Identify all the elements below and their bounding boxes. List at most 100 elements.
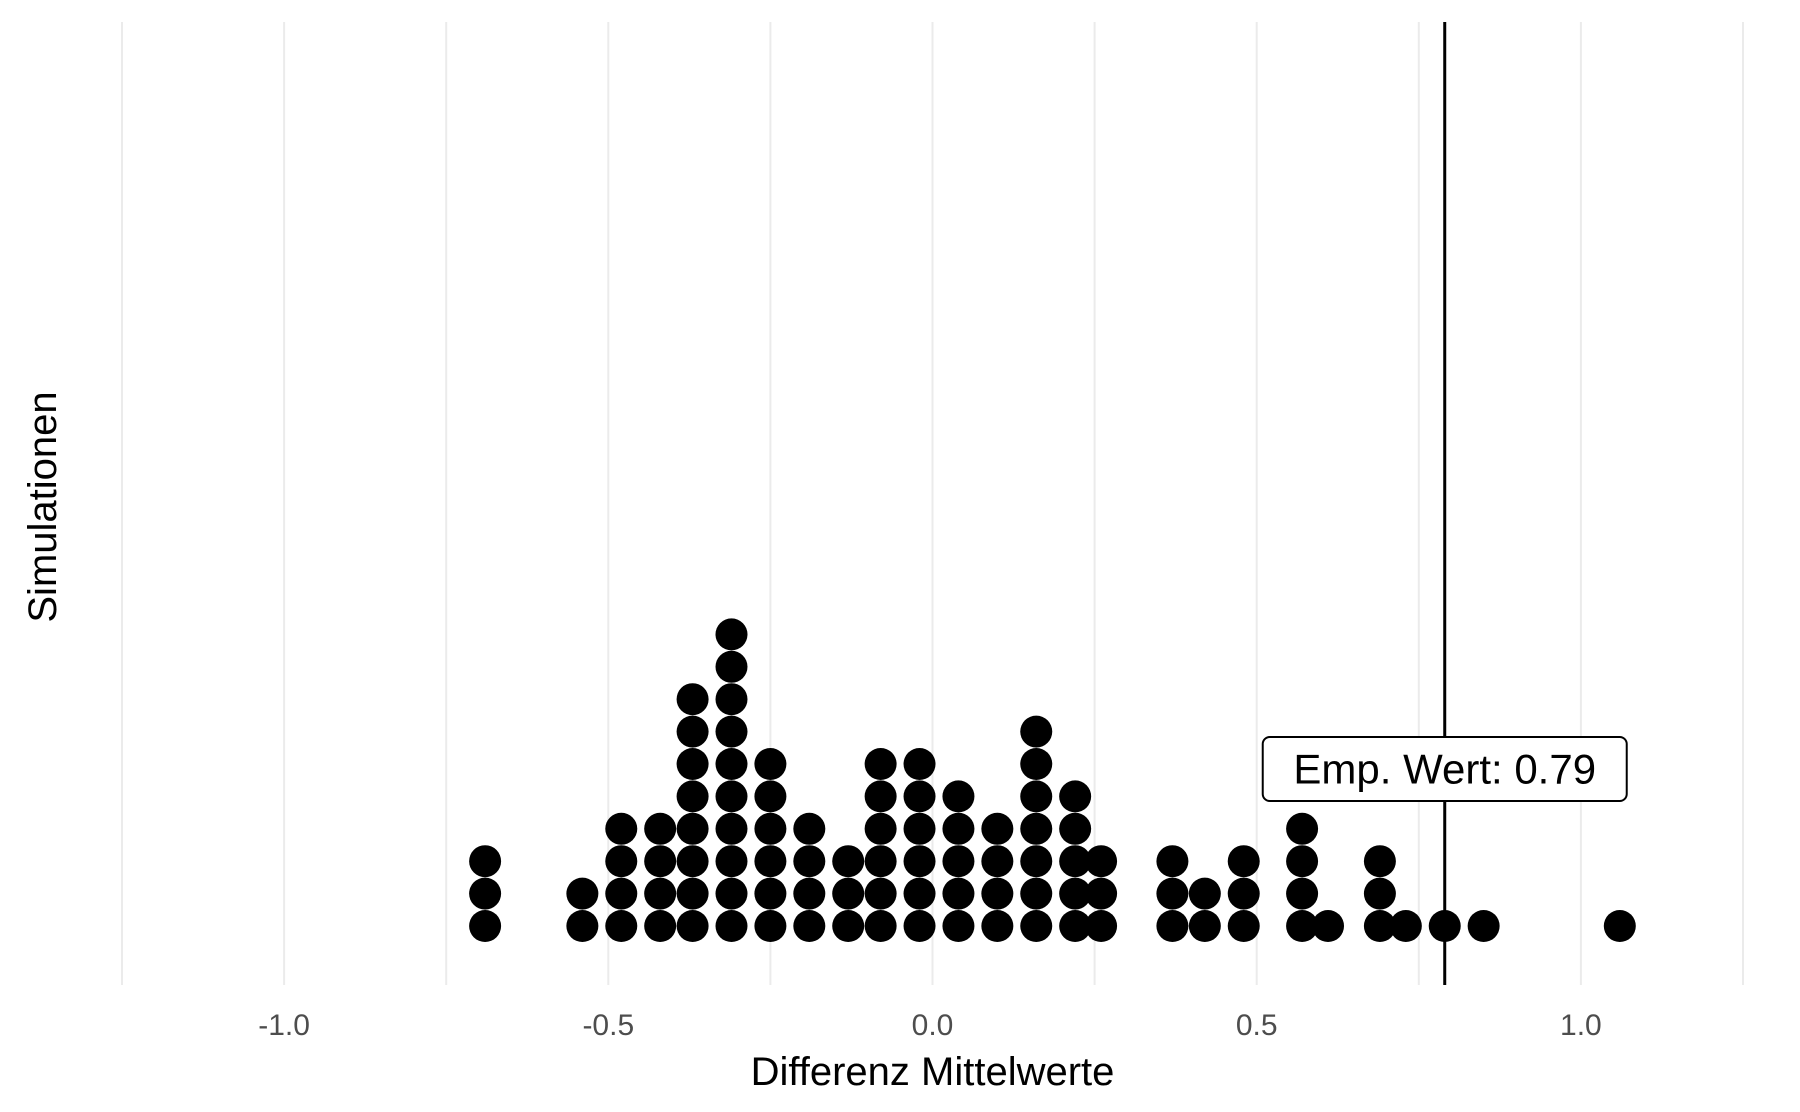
dot-point (864, 910, 897, 942)
dot-point (715, 715, 748, 748)
dot-point (1603, 910, 1636, 942)
dot-point (864, 780, 897, 813)
dot-point (605, 877, 638, 910)
dot-point (1389, 910, 1422, 942)
dot-point (754, 845, 787, 878)
x-tick-label: 1.0 (1560, 1009, 1602, 1042)
dot-point (903, 780, 936, 813)
dot-point (1188, 877, 1221, 910)
dot-point (864, 748, 897, 780)
dot-point (676, 715, 709, 748)
dot-point (942, 845, 975, 878)
dot-point (1059, 780, 1092, 813)
dot-point (832, 845, 865, 878)
dot-point (1085, 877, 1118, 910)
dot-point (715, 812, 748, 845)
dot-point (715, 845, 748, 878)
dot-point (1227, 845, 1260, 878)
dot-point (676, 748, 709, 780)
dot-point (903, 877, 936, 910)
dot-point (1020, 812, 1053, 845)
dot-point (1085, 910, 1118, 942)
dot-point (981, 877, 1014, 910)
dot-stacks (469, 618, 1636, 942)
dot-point (644, 812, 677, 845)
x-tick-label: 0.5 (1236, 1009, 1278, 1042)
dot-point (469, 910, 502, 942)
dot-point (676, 910, 709, 942)
dot-point (903, 910, 936, 942)
dot-point (1085, 845, 1118, 878)
dot-point (942, 780, 975, 813)
dot-point (864, 812, 897, 845)
dot-point (644, 877, 677, 910)
dot-point (942, 877, 975, 910)
dot-point (1363, 845, 1396, 878)
dot-point (1227, 877, 1260, 910)
dot-point (1286, 877, 1319, 910)
annotation-label: Emp. Wert: 0.79 (1293, 746, 1596, 793)
x-tick-label: -1.0 (258, 1009, 310, 1042)
dot-point (942, 812, 975, 845)
dot-point (1059, 910, 1092, 942)
x-tick-labels: -1.0 -0.5 0.0 0.5 1.0 (258, 1009, 1602, 1042)
dot-point (793, 845, 826, 878)
x-axis-title: Differenz Mittelwerte (751, 1050, 1115, 1094)
dot-point (715, 780, 748, 813)
dot-point (793, 812, 826, 845)
y-axis-title: Simulationen (21, 391, 65, 622)
dot-point (715, 650, 748, 683)
dot-point (605, 812, 638, 845)
dot-point (832, 910, 865, 942)
dot-point (1059, 877, 1092, 910)
dot-point (676, 780, 709, 813)
dot-point (864, 845, 897, 878)
dot-point (566, 877, 599, 910)
dot-point (676, 812, 709, 845)
dot-point (676, 845, 709, 878)
dot-point (1188, 910, 1221, 942)
dot-point (1286, 910, 1319, 942)
dot-point (981, 845, 1014, 878)
dot-point (754, 780, 787, 813)
dot-point (1363, 910, 1396, 942)
dot-point (793, 877, 826, 910)
dot-point (942, 910, 975, 942)
dot-point (605, 910, 638, 942)
dot-point (864, 877, 897, 910)
dot-point (1286, 812, 1319, 845)
dot-point (754, 877, 787, 910)
dot-point (1059, 812, 1092, 845)
dot-point (644, 910, 677, 942)
x-tick-label: -0.5 (582, 1009, 634, 1042)
dot-point (1020, 780, 1053, 813)
dot-point (1059, 845, 1092, 878)
dot-point (1467, 910, 1500, 942)
dot-point (566, 910, 599, 942)
dot-point (715, 877, 748, 910)
annotation-box (1261, 736, 1628, 802)
dot-point (1156, 910, 1189, 942)
dot-point (754, 910, 787, 942)
dot-point (754, 812, 787, 845)
dot-point (1020, 877, 1053, 910)
dot-point (1227, 910, 1260, 942)
dot-point (605, 845, 638, 878)
dot-point (981, 812, 1014, 845)
dot-point (715, 748, 748, 780)
dot-point (1312, 910, 1345, 942)
dot-point (715, 618, 748, 651)
dot-point (1020, 910, 1053, 942)
empirical-value-annotation: Emp. Wert: 0.79 (1261, 736, 1628, 802)
dot-point (676, 877, 709, 910)
dot-point (832, 877, 865, 910)
dot-point (1156, 877, 1189, 910)
dot-point (469, 845, 502, 878)
dot-point (715, 910, 748, 942)
dot-point (1156, 845, 1189, 878)
x-tick-label: 0.0 (912, 1009, 954, 1042)
dot-point (1020, 715, 1053, 748)
dot-point (1020, 845, 1053, 878)
dot-point (903, 812, 936, 845)
dot-point (793, 910, 826, 942)
